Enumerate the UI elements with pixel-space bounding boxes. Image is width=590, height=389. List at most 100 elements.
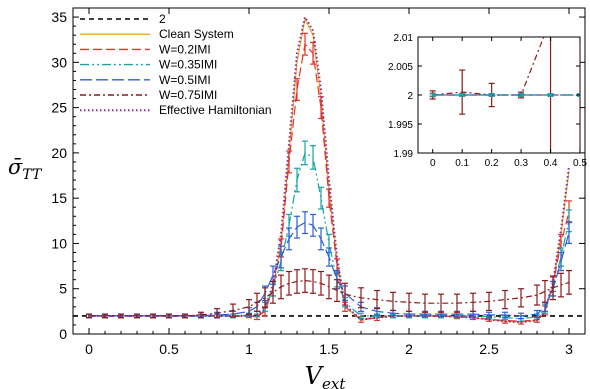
- series-4-errorbar: [278, 245, 284, 269]
- series-4-errorbar: [566, 221, 572, 245]
- series-5-errorbar: [534, 284, 540, 306]
- series-2-errorbar: [318, 96, 324, 120]
- series-5-errorbar: [486, 291, 492, 312]
- series-4-errorbar: [302, 211, 308, 235]
- series-5-errorbar: [254, 292, 260, 312]
- series-5-errorbar: [558, 272, 564, 298]
- inset-x-tick-label: 0.5: [573, 158, 587, 169]
- inset-x-tick-label: 0: [430, 158, 436, 169]
- y-tick-label: 5: [59, 281, 67, 297]
- series-5-errorbar: [518, 288, 524, 308]
- legend-item: W=0.75IMI: [80, 88, 217, 102]
- series-4-errorbar: [318, 227, 324, 251]
- x-tick-label: 0.5: [159, 341, 179, 357]
- series-5-errorbar: [278, 274, 284, 300]
- series-3-errorbar: [318, 186, 324, 210]
- legend-item: 2: [80, 12, 166, 26]
- x-tick-label: 2: [405, 341, 413, 357]
- series-4-errorbar: [326, 247, 332, 267]
- series-3-errorbar: [310, 145, 316, 170]
- series-5-errorbar: [422, 293, 428, 313]
- x-tick-label: 3: [565, 341, 573, 357]
- series-5-errorbar: [438, 293, 444, 313]
- x-tick-label: 0: [85, 341, 93, 357]
- y-tick-label: 25: [51, 100, 67, 116]
- series-5-errorbar: [326, 274, 332, 300]
- inset-series-3-errorbar: [577, 93, 580, 97]
- series-5-errorbar: [566, 270, 572, 295]
- legend-item: W=0.35IMI: [80, 58, 217, 72]
- series-5-errorbar: [294, 269, 300, 294]
- series-3-errorbar: [294, 167, 300, 193]
- series-5-errorbar: [406, 292, 412, 312]
- legend-label: Effective Hamiltonian: [159, 103, 272, 117]
- series-5-errorbar: [334, 279, 340, 302]
- inset-y-tick-label: 2.005: [388, 62, 413, 73]
- legend-label: W=0.5IMI: [159, 73, 211, 87]
- series-5-errorbar: [542, 279, 548, 303]
- series-5-errorbar: [302, 268, 308, 293]
- inset-series-3-errorbar: [429, 93, 436, 97]
- series-5-errorbar: [286, 270, 292, 296]
- series-4-errorbar: [502, 311, 508, 319]
- inset-series-group: [429, 37, 580, 153]
- inset-x-tick-label: 0.1: [455, 158, 469, 169]
- legend-item: W=0.2IMI: [80, 42, 211, 56]
- inset-y-tick-label: 2: [407, 91, 413, 102]
- series-5-errorbar: [270, 280, 276, 304]
- legend-label: Clean System: [159, 27, 234, 41]
- series-4-errorbar: [534, 309, 540, 319]
- inset-y-tick-label: 1.995: [388, 120, 413, 131]
- inset-series-1-errorbar: [459, 69, 466, 115]
- y-tick-label: 30: [51, 54, 67, 70]
- legend-label: W=0.75IMI: [159, 88, 217, 102]
- inset-series-3-errorbar: [547, 93, 554, 97]
- inset-x-tick-label: 0.3: [514, 158, 528, 169]
- series-6-line: [89, 14, 570, 324]
- legend-label: W=0.35IMI: [159, 58, 217, 72]
- y-tick-label: 15: [51, 190, 67, 206]
- x-tick-label: 1: [245, 341, 253, 357]
- series-5-errorbar: [358, 287, 364, 309]
- series-2-errorbar: [302, 32, 308, 56]
- y-tick-label: 10: [51, 235, 67, 251]
- y-tick-label: 35: [51, 9, 67, 25]
- legend-item: W=0.5IMI: [80, 73, 211, 87]
- inset-series-3-errorbar: [459, 93, 466, 97]
- series-4-errorbar: [310, 213, 316, 237]
- series-4-errorbar: [518, 312, 524, 320]
- y-tick-label: 0: [59, 326, 67, 342]
- series-5-errorbar: [318, 270, 324, 296]
- inset-series-3-errorbar: [518, 93, 525, 97]
- series-5-errorbar: [374, 289, 380, 310]
- x-axis-label: Vext: [305, 362, 347, 389]
- inset-y-tick-label: 1.99: [394, 149, 414, 160]
- series-5-errorbar: [502, 289, 508, 310]
- inset-y-tick-label: 2.01: [394, 33, 414, 44]
- series-3-errorbar: [302, 140, 308, 166]
- series-4-errorbar: [558, 251, 564, 272]
- series-5-errorbar: [310, 269, 316, 294]
- series-4-errorbar: [294, 215, 300, 239]
- series-5-errorbar: [470, 292, 476, 312]
- series-4-errorbar: [286, 227, 292, 251]
- x-tick-label: 2.5: [479, 341, 499, 357]
- main-series-group: [73, 14, 585, 325]
- inset-x-tick-label: 0.4: [544, 158, 558, 169]
- inset-x-tick-label: 0.2: [485, 158, 499, 169]
- y-axis-label: σ̄TT: [8, 155, 43, 183]
- series-5-errorbar: [454, 293, 460, 313]
- legend-item: Clean System: [80, 27, 234, 41]
- y-tick-label: 20: [51, 145, 67, 161]
- series-4-errorbar: [486, 311, 492, 319]
- legend-item: Effective Hamiltonian: [80, 103, 272, 117]
- series-2-errorbar: [294, 78, 300, 101]
- inset-plot: 0 0.1 0.2 0.3 0.4 0.5 1.99 1.995 2 2.005 2.01: [388, 33, 587, 169]
- series-5-errorbar: [262, 287, 268, 309]
- series-5-errorbar: [342, 282, 348, 306]
- inset-series-3-errorbar: [488, 93, 495, 97]
- series-5-errorbar: [246, 298, 252, 315]
